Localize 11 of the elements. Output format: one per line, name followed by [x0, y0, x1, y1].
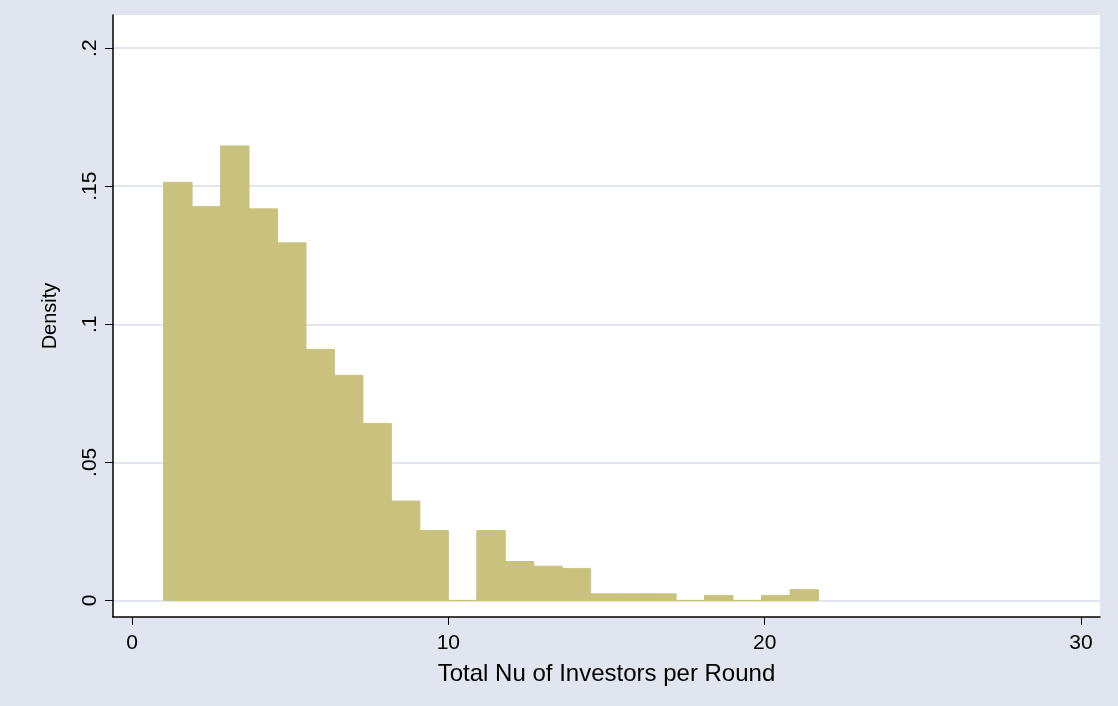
y-tick-label: 0: [77, 594, 100, 607]
x-tick-label: 30: [1069, 630, 1093, 653]
y-tick-label: .1: [77, 315, 100, 334]
x-tick-label: 0: [126, 630, 138, 653]
y-tick-label: .2: [77, 39, 100, 57]
x-axis-title: Total Nu of Investors per Round: [437, 658, 776, 686]
x-tick-label: 20: [752, 630, 777, 653]
x-tick-label: 10: [436, 630, 461, 653]
y-axis-title: Density: [38, 282, 60, 350]
y-tick-label: .15: [77, 171, 100, 201]
y-tick-label: .05: [77, 447, 100, 477]
